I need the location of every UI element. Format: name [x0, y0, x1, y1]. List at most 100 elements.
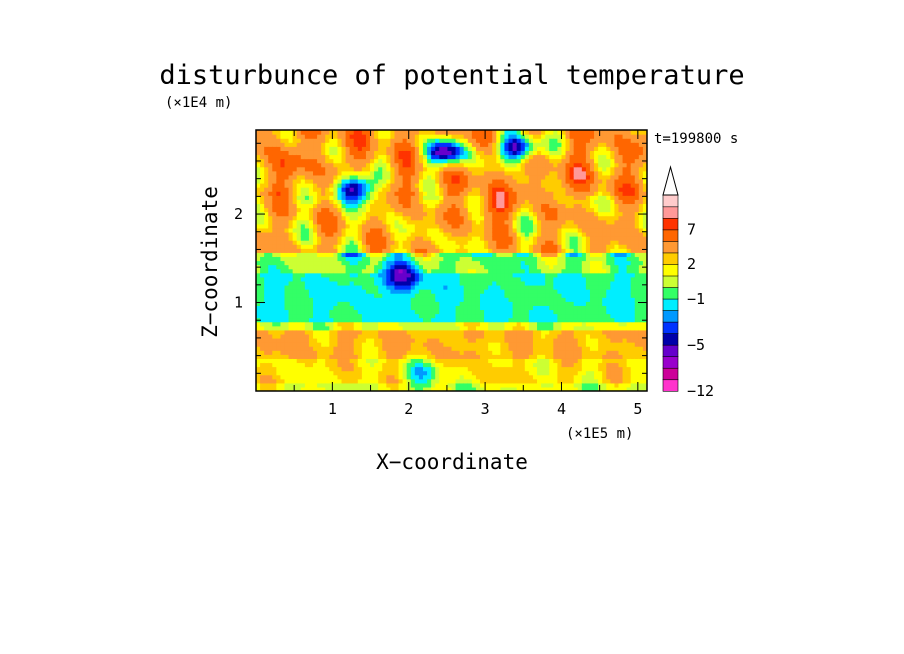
heatmap-cell [321, 203, 326, 209]
heatmap-cell [370, 146, 375, 151]
heatmap-cell [296, 374, 302, 380]
heatmap-cell [492, 280, 497, 286]
heatmap-cell [260, 256, 265, 262]
heatmap-cell [463, 162, 469, 168]
heatmap-cell [365, 187, 371, 192]
heatmap-cell [321, 337, 326, 343]
heatmap-cell [414, 358, 420, 364]
heatmap-cell [378, 211, 383, 217]
heatmap-cell [528, 150, 534, 156]
heatmap-cell [480, 333, 485, 339]
heatmap-cell [553, 268, 558, 274]
heatmap-cell [256, 333, 261, 339]
heatmap-cell [296, 386, 302, 391]
heatmap-cell [500, 154, 506, 160]
heatmap-cell [561, 248, 567, 253]
heatmap-cell [390, 329, 396, 335]
heatmap-cell [463, 297, 469, 302]
heatmap-cell [321, 134, 326, 139]
heatmap-cell [545, 244, 550, 249]
heatmap-cell [500, 280, 506, 286]
heatmap-cell [471, 244, 477, 249]
heatmap-cell [451, 354, 457, 359]
heatmap-cell [569, 219, 575, 225]
heatmap-cell [272, 268, 277, 274]
heatmap-cell [512, 354, 518, 359]
heatmap-cell [545, 264, 550, 270]
heatmap-cell [545, 252, 550, 258]
heatmap-cell [492, 313, 497, 319]
heatmap-cell [308, 313, 314, 319]
heatmap-cell [374, 248, 379, 253]
heatmap-cell [431, 289, 436, 294]
heatmap-cell [443, 244, 449, 249]
heatmap-cell [565, 333, 571, 339]
heatmap-cell [537, 293, 542, 298]
heatmap-cell [361, 178, 367, 184]
heatmap-cell [422, 174, 428, 180]
heatmap-cell [488, 297, 493, 302]
heatmap-cell [329, 240, 334, 245]
heatmap-cell [532, 252, 538, 258]
heatmap-cell [296, 276, 302, 282]
heatmap-cell [422, 284, 428, 290]
heatmap-cell [333, 207, 339, 213]
heatmap-cell [304, 183, 310, 188]
heatmap-cell [435, 207, 440, 213]
heatmap-cell [561, 134, 567, 139]
heatmap-cell [427, 252, 432, 258]
heatmap-cell [353, 317, 359, 323]
heatmap-cell [296, 223, 302, 229]
heatmap-cell [300, 260, 306, 266]
heatmap-cell [443, 252, 449, 258]
heatmap-cell [268, 350, 273, 355]
heatmap-cell [390, 370, 396, 376]
heatmap-cell [382, 199, 387, 205]
heatmap-cell [443, 329, 449, 335]
heatmap-cell [480, 170, 485, 176]
heatmap-cell [276, 146, 282, 151]
heatmap-cell [508, 378, 514, 384]
heatmap-cell [264, 350, 269, 355]
heatmap-cell [410, 154, 416, 160]
heatmap-cell [365, 313, 371, 319]
heatmap-cell [488, 195, 493, 200]
heatmap-cell [361, 280, 367, 286]
heatmap-cell [288, 154, 294, 160]
heatmap-cell [321, 142, 326, 147]
heatmap-cell [545, 178, 550, 184]
heatmap-cell [561, 158, 567, 164]
heatmap-cell [557, 284, 563, 290]
heatmap-cell [394, 134, 400, 139]
heatmap-cell [516, 333, 522, 339]
heatmap-cell [292, 191, 298, 196]
heatmap-cell [427, 382, 432, 388]
heatmap-cell [256, 166, 261, 172]
heatmap-cell [553, 280, 558, 286]
heatmap-cell [288, 248, 294, 253]
heatmap-cell [337, 337, 343, 343]
heatmap-cell [443, 142, 449, 147]
heatmap-cell [488, 130, 493, 135]
heatmap-cell [414, 187, 420, 192]
heatmap-cell [451, 166, 457, 172]
heatmap-cell [280, 236, 286, 241]
heatmap-cell [333, 150, 339, 156]
heatmap-cell [260, 227, 265, 233]
heatmap-cell [484, 284, 489, 290]
heatmap-cell [402, 130, 408, 135]
heatmap-cell [357, 256, 363, 262]
heatmap-cell [341, 305, 347, 311]
heatmap-cell [260, 342, 265, 347]
heatmap-cell [524, 329, 530, 335]
heatmap-cell [557, 256, 563, 262]
heatmap-cell [475, 134, 481, 139]
heatmap-cell [272, 386, 277, 391]
heatmap-cell [296, 170, 302, 176]
heatmap-cell [308, 166, 314, 172]
heatmap-cell [516, 276, 522, 282]
heatmap-cell [516, 227, 522, 233]
heatmap-cell [496, 317, 501, 323]
heatmap-cell [361, 362, 367, 368]
heatmap-cell [528, 297, 534, 302]
